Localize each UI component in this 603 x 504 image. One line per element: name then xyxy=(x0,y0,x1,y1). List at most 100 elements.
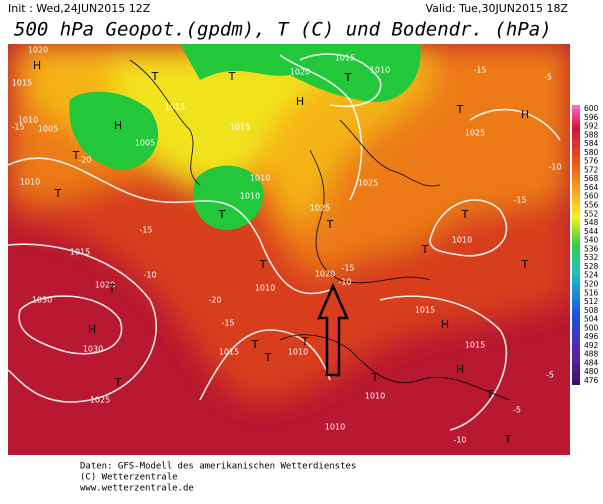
contour-label: -10 xyxy=(143,271,156,280)
colorbar-label: 500 xyxy=(584,323,599,332)
pressure-center: T xyxy=(251,338,259,351)
footer-line: Daten: GFS-Modell des amerikanischen Wet… xyxy=(80,462,356,472)
colorbar-label: 584 xyxy=(584,139,599,148)
contour-label: 1010 xyxy=(255,284,275,293)
pressure-center: T xyxy=(301,335,309,348)
contour-label: -10 xyxy=(548,163,561,172)
contour-label: 1025 xyxy=(465,129,485,138)
colorbar-label: 504 xyxy=(584,315,599,324)
colorbar-label: 484 xyxy=(584,358,599,367)
contour-label: 1010 xyxy=(250,174,270,183)
colorbar-label: 508 xyxy=(584,306,599,315)
pressure-center: H xyxy=(456,363,464,376)
colorbar-label: 528 xyxy=(584,262,599,271)
pressure-center: T xyxy=(504,433,512,446)
contour-label: 1030 xyxy=(83,345,103,354)
contour-label: -15 xyxy=(139,226,152,235)
contour-label: -10 xyxy=(338,278,351,287)
contour-label: 1015 xyxy=(219,348,239,357)
pressure-center: H xyxy=(33,59,41,72)
pressure-center: T xyxy=(151,70,159,83)
contour-label: -15 xyxy=(11,123,24,132)
pressure-center: H xyxy=(296,95,304,108)
colorbar-label: 600 xyxy=(584,104,599,113)
contour-label: 1015 xyxy=(12,79,32,88)
green-region xyxy=(193,165,264,230)
contour-label: 1005 xyxy=(38,125,58,134)
colorbar-label: 556 xyxy=(584,201,599,210)
valid-time: Valid: Tue,30JUN2015 18Z xyxy=(425,2,568,15)
colorbar-label: 480 xyxy=(584,367,599,376)
isobars xyxy=(8,53,561,431)
contour-label: 1015 xyxy=(465,341,485,350)
colorbar-label: 568 xyxy=(584,174,599,183)
pressure-center: T xyxy=(421,243,429,256)
pressure-center: T xyxy=(326,218,334,231)
colorbar-label: 512 xyxy=(584,297,599,306)
coastlines xyxy=(129,59,511,401)
contour-label: -15 xyxy=(341,264,354,273)
contour-label: 1020 xyxy=(315,270,335,279)
footer-line: www.wetterzentrale.de xyxy=(80,484,194,494)
contour-label: 1005 xyxy=(135,139,155,148)
green-region xyxy=(69,91,159,170)
contour-label: -10 xyxy=(453,436,466,445)
contour-label: 1010 xyxy=(370,66,390,75)
pressure-center: T xyxy=(259,258,267,271)
colorbar-label: 564 xyxy=(584,183,599,192)
colorbar-label: 580 xyxy=(584,148,599,157)
footer-line: (C) Wetterzentrale xyxy=(80,473,178,483)
contour-label: -15 xyxy=(221,319,234,328)
contour-label: 1010 xyxy=(325,423,345,432)
contour-label: -15 xyxy=(473,66,486,75)
pressure-center: T xyxy=(72,149,80,162)
pressure-center: H xyxy=(88,323,96,336)
contour-label: -5 xyxy=(513,406,521,415)
pressure-center: T xyxy=(344,71,352,84)
pressure-center: T xyxy=(218,208,226,221)
pressure-center: T xyxy=(54,187,62,200)
contour-label: 1015 xyxy=(230,123,250,132)
colorbar-label: 572 xyxy=(584,165,599,174)
colorbar-label: 476 xyxy=(584,376,599,385)
colorbar-label: 596 xyxy=(584,113,599,122)
map-area xyxy=(8,44,570,455)
contour-label: 1015 xyxy=(70,248,90,257)
colorbar-label: 516 xyxy=(584,288,599,297)
colorbar-label: 536 xyxy=(584,244,599,253)
colorbar-label: 492 xyxy=(584,341,599,350)
colorbar-label: 544 xyxy=(584,227,599,236)
contour-label: -5 xyxy=(546,371,554,380)
pressure-center: T xyxy=(486,388,494,401)
contour-label: 1025 xyxy=(310,204,330,213)
contour-label: 1025 xyxy=(90,396,110,405)
colorbar-label: 592 xyxy=(584,122,599,131)
contour-label: 1010 xyxy=(365,392,385,401)
colorbar-label: 532 xyxy=(584,253,599,262)
colorbar-label: 588 xyxy=(584,130,599,139)
colorbar xyxy=(572,105,580,385)
colorbar-label: 520 xyxy=(584,279,599,288)
contour-label: 1025 xyxy=(358,179,378,188)
contour-label: 1010 xyxy=(452,236,472,245)
colorbar-label: 548 xyxy=(584,218,599,227)
colorbar-label: 540 xyxy=(584,236,599,245)
contour-label: 1020 xyxy=(290,68,310,77)
green-region xyxy=(180,44,421,102)
contour-label: -20 xyxy=(78,156,91,165)
colorbar-labels: 6005965925885845805765725685645605565525… xyxy=(584,104,599,385)
contour-label: 1015 xyxy=(335,54,355,63)
contour-label: 1020 xyxy=(95,281,115,290)
contour-label: 1010 xyxy=(240,192,260,201)
contour-label: 1015 xyxy=(415,306,435,315)
pressure-center: H xyxy=(114,119,122,132)
pressure-center: T xyxy=(521,258,529,271)
map-title: 500 hPa Geopot.(gpdm), T (C) und Bodendr… xyxy=(14,19,552,41)
contour-label: 1010 xyxy=(20,178,40,187)
contour-label: -15 xyxy=(513,196,526,205)
pressure-center: T xyxy=(456,103,464,116)
contour-label: 1015 xyxy=(165,103,185,112)
